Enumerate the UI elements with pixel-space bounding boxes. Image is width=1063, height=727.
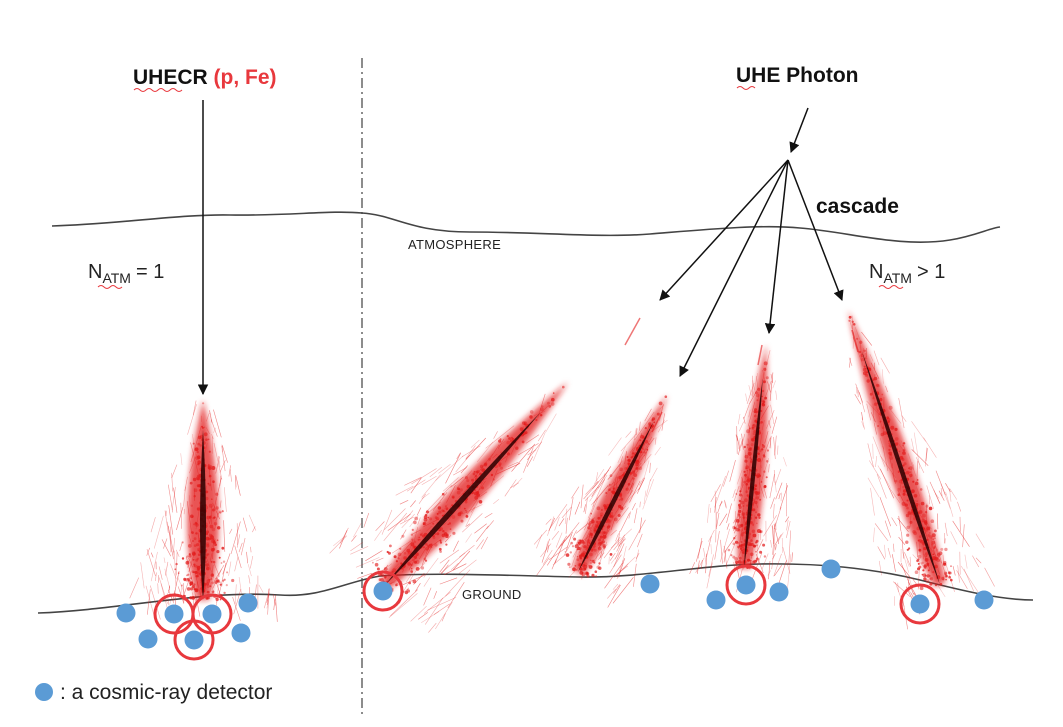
atmosphere-boundary — [51, 211, 1001, 243]
triggered-ring — [362, 570, 404, 612]
detector-group — [116, 559, 994, 661]
particle-shower — [848, 310, 995, 630]
uhe-photon-label: UHE Photon — [736, 64, 858, 87]
particle-shower — [689, 345, 793, 595]
cascade-label: cascade — [816, 195, 899, 218]
spellcheck-underline — [97, 285, 123, 289]
detector — [362, 570, 404, 612]
detector — [173, 619, 215, 661]
shower-group — [129, 310, 995, 633]
ground-line — [37, 563, 1034, 614]
spellcheck-underline — [878, 285, 904, 289]
particle-shower — [533, 395, 668, 608]
detector — [238, 593, 258, 613]
detector — [706, 590, 726, 610]
detector — [116, 603, 136, 623]
particle-shower — [329, 382, 568, 633]
spellcheck-underline — [736, 86, 756, 90]
detector — [191, 593, 233, 635]
shower-streak — [851, 329, 859, 353]
particle-shower — [129, 400, 278, 622]
detector — [899, 583, 941, 625]
triggered-ring — [725, 564, 767, 606]
uhecr-species-label: (p, Fe) — [214, 66, 277, 89]
triggered-ring — [173, 619, 215, 661]
uhecr-label: UHECR (p, Fe) — [133, 66, 277, 89]
cascade-arrow — [787, 159, 844, 301]
detector — [231, 623, 251, 643]
detector — [725, 564, 767, 606]
spellcheck-underline — [133, 88, 183, 92]
detector — [769, 582, 789, 602]
shower-streak — [624, 317, 641, 346]
detector — [138, 629, 158, 649]
atmosphere-label: ATMOSPHERE — [408, 237, 501, 252]
legend-text: : a cosmic-ray detector — [60, 681, 272, 704]
shower-streak — [757, 344, 763, 366]
legend-detector-icon — [35, 683, 53, 701]
natm-right-label: NATM > 1 — [869, 261, 945, 286]
detector — [821, 559, 841, 579]
detector — [153, 593, 195, 635]
cascade-arrow — [659, 159, 789, 301]
photon-incoming-arrow — [789, 107, 809, 153]
cascade-arrow — [764, 159, 789, 335]
detector — [974, 590, 994, 610]
shower-streak — [651, 411, 663, 433]
ground-label: GROUND — [462, 587, 522, 602]
cascade-arrow — [679, 159, 789, 377]
natm-left-label: NATM = 1 — [88, 261, 164, 286]
triggered-ring — [899, 583, 941, 625]
detector — [640, 574, 660, 594]
